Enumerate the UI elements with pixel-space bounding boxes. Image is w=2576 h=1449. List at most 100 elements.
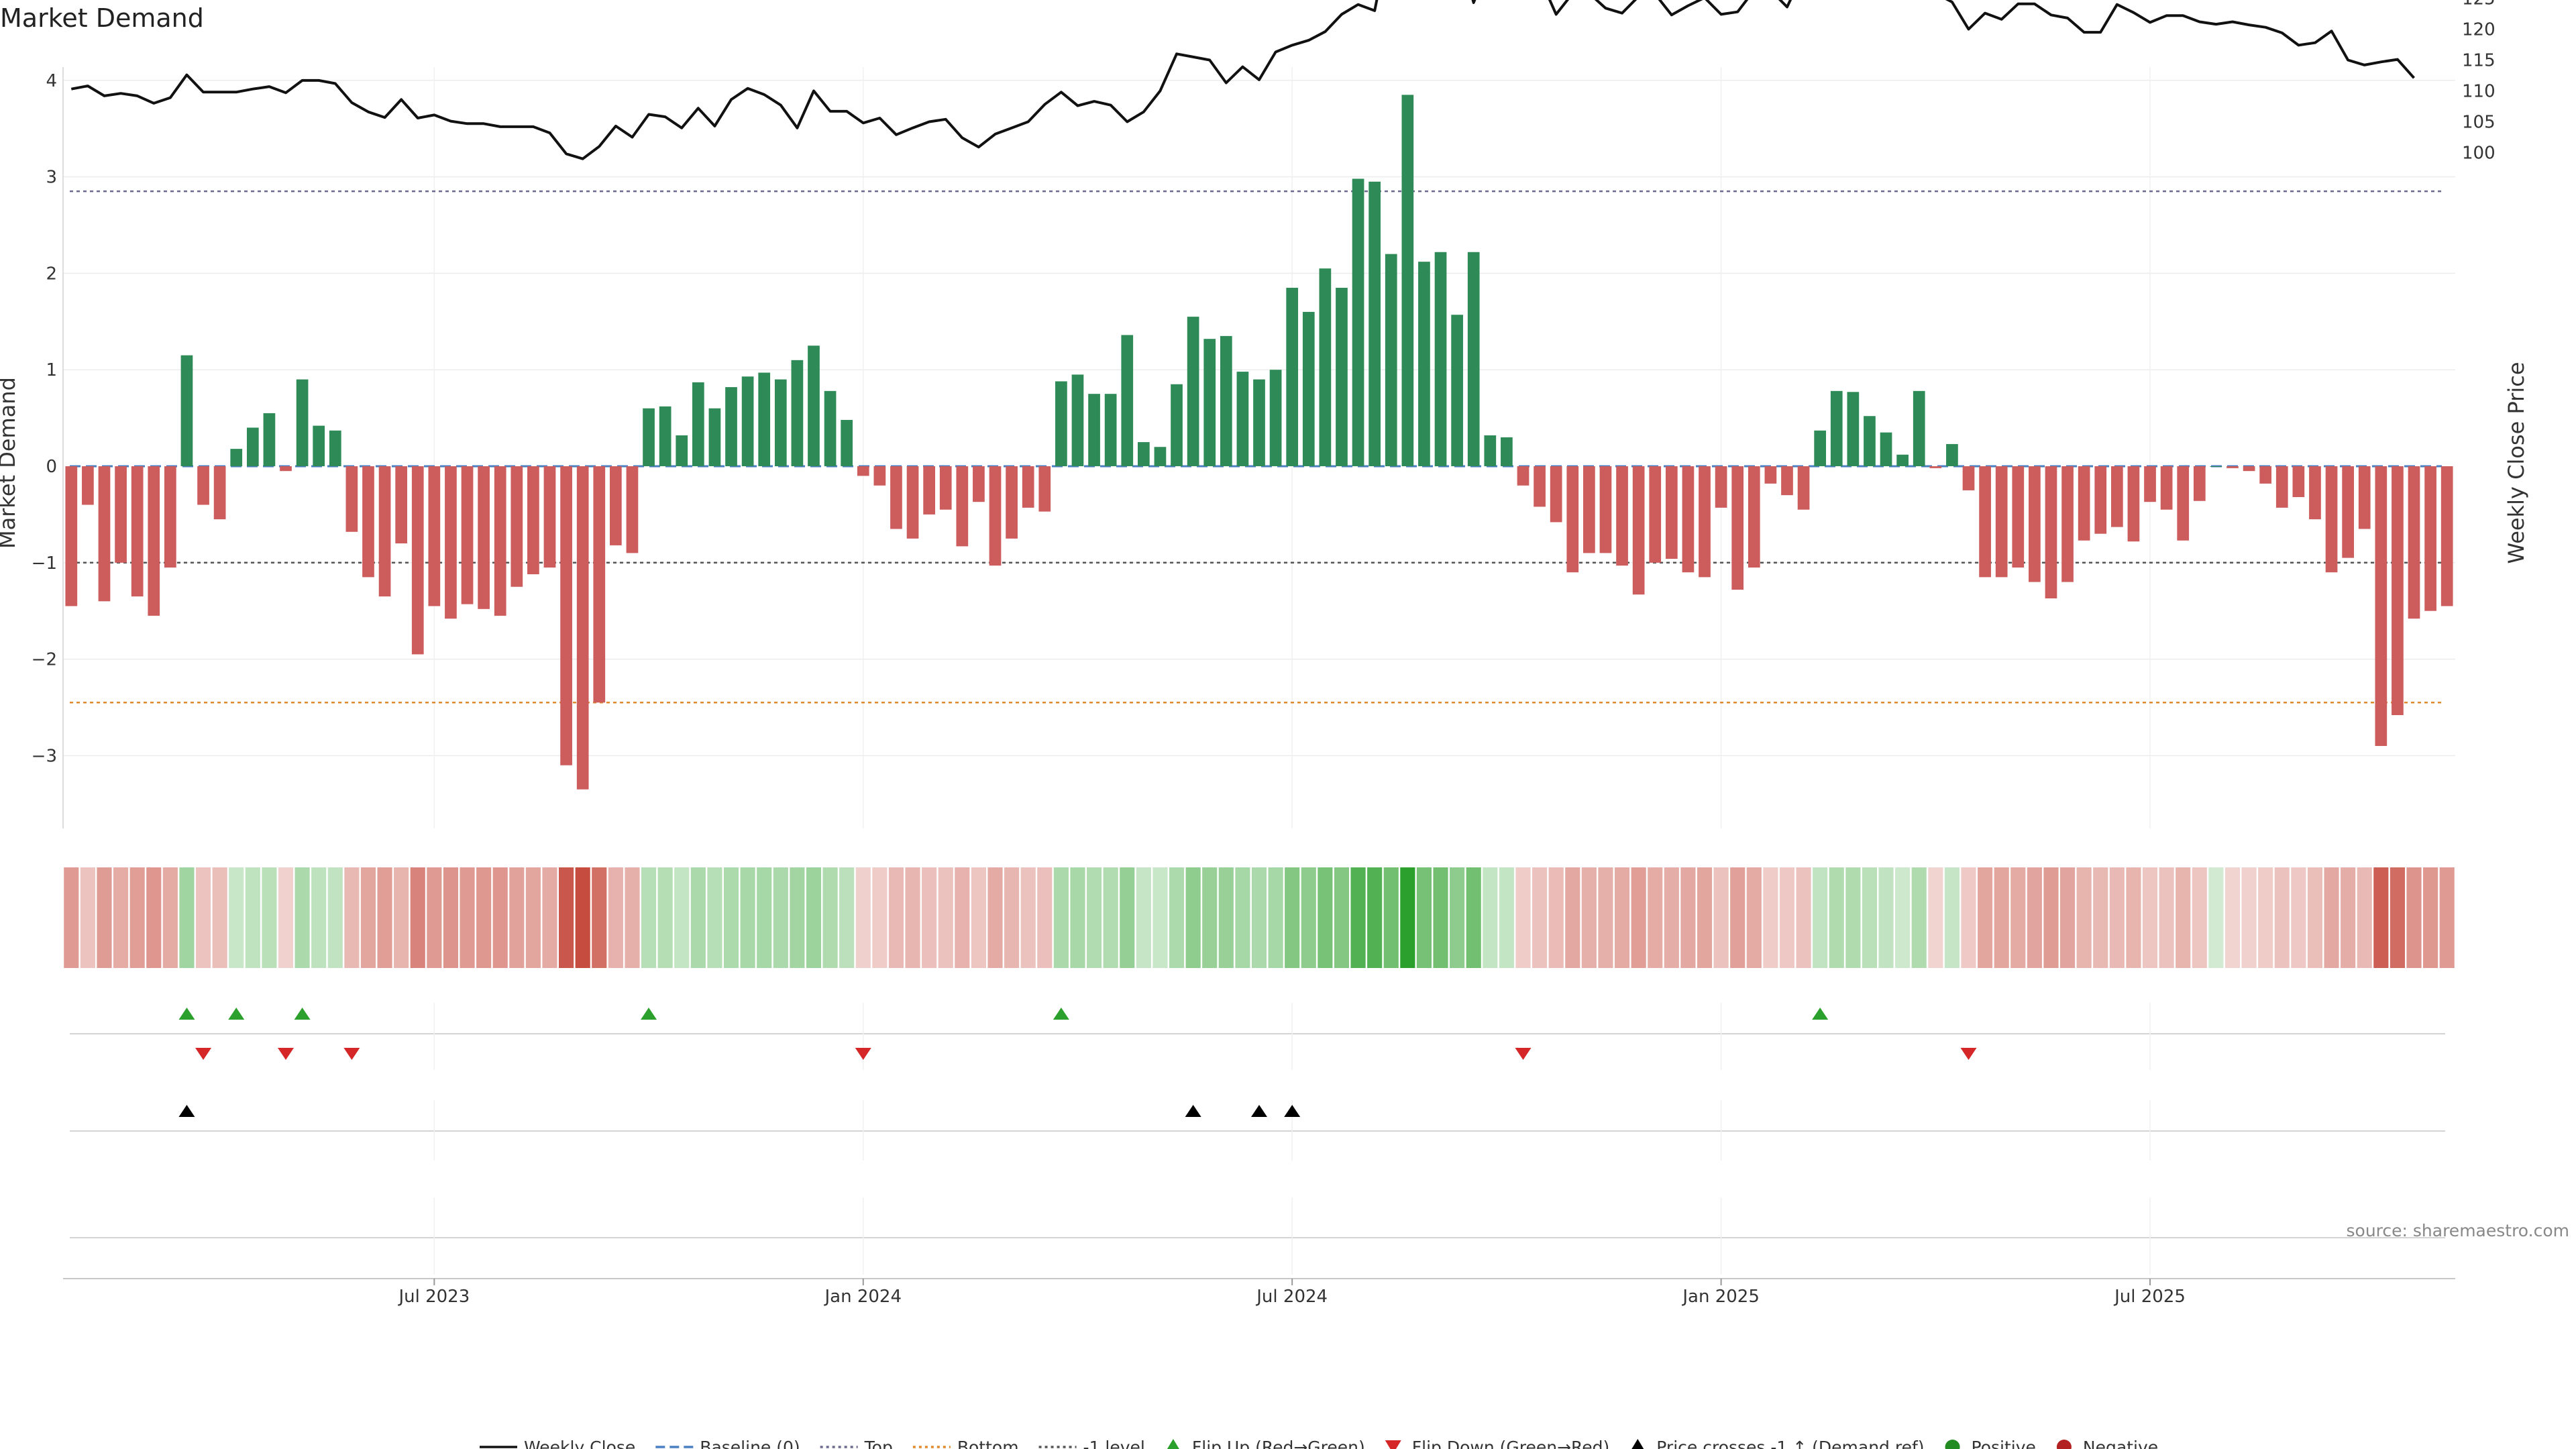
heat-cell	[1961, 867, 1976, 968]
heat-cell	[410, 867, 425, 968]
demand-bar	[2375, 466, 2387, 747]
heat-cell	[1614, 867, 1630, 968]
demand-bar	[115, 466, 127, 563]
legend-item: Bottom	[912, 1438, 1019, 1449]
demand-bar	[692, 382, 704, 466]
heat-cell	[1548, 867, 1564, 968]
demand-bar	[1418, 262, 1430, 466]
demand-bar	[1055, 381, 1067, 466]
y-tick-right: 115	[2462, 51, 2496, 71]
heat-cell	[245, 867, 260, 968]
legend-label: Top	[864, 1438, 893, 1449]
heat-cell	[476, 867, 492, 968]
demand-bar	[1979, 466, 1991, 578]
demand-bar	[197, 466, 209, 505]
demand-bar	[428, 466, 441, 606]
heat-cell	[443, 867, 459, 968]
demand-bar	[2226, 466, 2239, 468]
heat-cell	[2027, 867, 2042, 968]
demand-bar	[98, 466, 111, 602]
heat-cell	[195, 867, 211, 968]
demand-bar	[543, 466, 556, 568]
heat-cell	[2224, 867, 2241, 968]
heat-cell	[1103, 867, 1118, 968]
heat-cell	[2406, 867, 2422, 968]
legend-item: -1 level	[1038, 1438, 1145, 1449]
flip-down-marker	[1515, 1048, 1532, 1060]
heat-cell	[1697, 867, 1713, 968]
heat-cell	[2373, 867, 2389, 968]
heat-cell	[1664, 867, 1679, 968]
x-tick-label: Jul 2024	[1255, 1287, 1328, 1307]
heat-cell	[1532, 867, 1548, 968]
y-tick-left: 2	[46, 264, 57, 284]
y-tick-left: 0	[46, 457, 57, 477]
demand-bar	[1104, 394, 1117, 466]
x-axis: Jul 2023 Jan 2024 Jul 2024 Jan 2025 Jul 2025	[63, 1278, 2455, 1307]
demand-bar	[230, 449, 243, 466]
heat-cell	[2274, 867, 2290, 968]
demand-bar	[1814, 430, 1827, 466]
demand-bar	[395, 466, 408, 544]
heat-cell	[1911, 867, 1927, 968]
heat-cell	[394, 867, 409, 968]
demand-bar	[1434, 252, 1447, 466]
heat-cell	[1037, 867, 1053, 968]
legend-label: Flip Down (Green→Red)	[1412, 1438, 1610, 1449]
demand-bar	[1995, 466, 2008, 578]
heat-cell	[690, 867, 706, 968]
demand-bar	[808, 345, 820, 466]
demand-bar	[280, 466, 292, 472]
y-axis-label-right: Weekly Close Price	[2504, 362, 2529, 564]
heat-cell	[179, 867, 195, 968]
demand-bar	[1038, 466, 1051, 512]
heat-cell	[592, 867, 607, 968]
x-tick-label: Jul 2025	[2113, 1287, 2186, 1307]
left-axis: 4 3 2 1 0 −1 −2 −3	[32, 67, 64, 828]
heat-cell	[790, 867, 805, 968]
demand-bar	[1781, 466, 1793, 496]
heat-cell	[657, 867, 673, 968]
heat-cell	[377, 867, 392, 968]
demand-bar	[1929, 466, 1942, 468]
heat-cell	[327, 867, 343, 968]
x-tick-label: Jul 2023	[397, 1287, 470, 1307]
demand-bar	[1286, 287, 1299, 466]
x-tick-label: Jan 2025	[1681, 1287, 1760, 1307]
heat-cell	[1730, 867, 1746, 968]
demand-heatmap-strip	[64, 867, 2455, 968]
demand-bar	[626, 466, 639, 553]
demand-bar	[906, 466, 919, 539]
demand-bar	[164, 466, 176, 568]
legend-label: Price crosses -1 ↑ (Demand ref)	[1656, 1438, 1924, 1449]
heat-cell	[2439, 867, 2455, 968]
heat-cell	[971, 867, 986, 968]
demand-bar	[2342, 466, 2354, 558]
demand-bar	[82, 466, 94, 505]
demand-bar	[1682, 466, 1695, 573]
heat-cell	[2423, 867, 2438, 968]
heat-cell	[1581, 867, 1597, 968]
heat-cell	[905, 867, 920, 968]
demand-bar	[1616, 466, 1628, 566]
price-cross-panel	[70, 1100, 2445, 1161]
heat-cell	[2307, 867, 2323, 968]
y-axis-label-left: Market Demand	[0, 377, 20, 549]
demand-bar	[2029, 466, 2041, 582]
demand-bar	[873, 466, 886, 486]
heat-cell	[1713, 867, 1729, 968]
heat-cell	[938, 867, 953, 968]
price-cross-marker	[1251, 1105, 1267, 1117]
heat-cell	[1978, 867, 1993, 968]
heat-cell	[1515, 867, 1531, 968]
legend-item: Price crosses -1 ↑ (Demand ref)	[1631, 1438, 1925, 1449]
flip-down-marker	[855, 1048, 871, 1060]
demand-bar	[2193, 466, 2206, 501]
demand-bar	[1269, 370, 1282, 466]
demand-bar	[1550, 466, 1562, 523]
y-tick-left: −3	[32, 746, 57, 766]
demand-bar	[576, 466, 589, 790]
demand-bar	[494, 466, 506, 616]
demand-bar	[378, 466, 391, 597]
heat-cell	[1004, 867, 1020, 968]
